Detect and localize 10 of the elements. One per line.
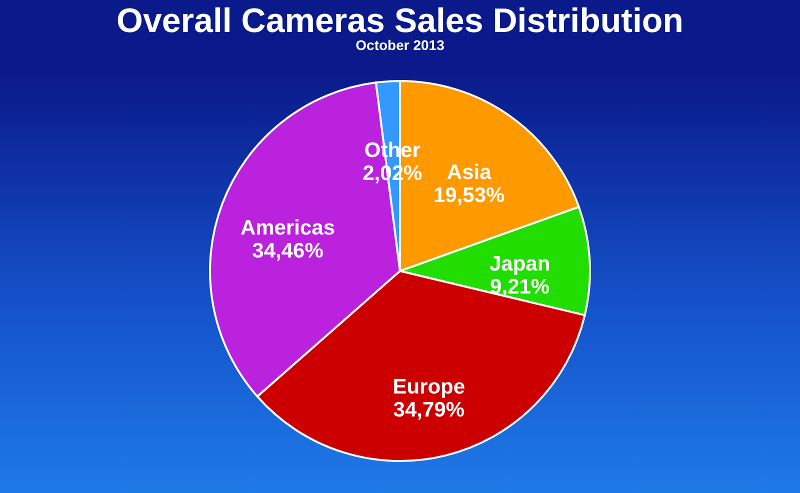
data-label: 34,46% [252,240,324,263]
slice-label: Japan [489,252,550,276]
slice-label: Europe [392,375,466,398]
chart-subtitle: October 2013 [356,37,445,53]
data-label: 19,53% [433,184,506,207]
slice-label: Americas [240,216,336,240]
data-label: 34,79% [393,398,465,422]
slice-label: Asia [446,160,492,184]
chart-title: Overall Cameras Sales Distribution [116,2,684,40]
data-label: 9,21% [490,275,550,298]
